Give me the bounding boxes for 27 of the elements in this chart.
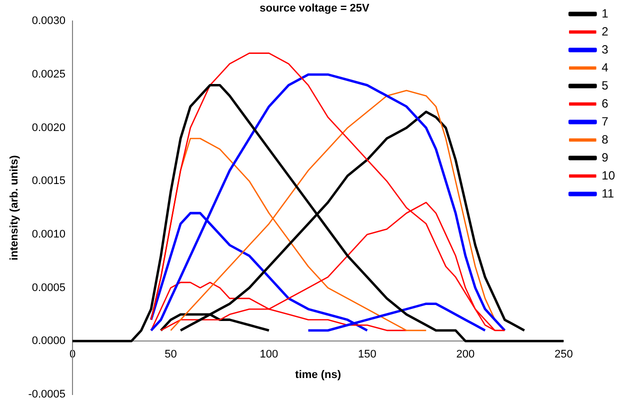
- legend-label: 7: [602, 114, 609, 128]
- legend-label: 10: [602, 168, 616, 182]
- legend-label: 4: [602, 60, 609, 74]
- y-tick-label: -0.0005: [28, 388, 66, 400]
- legend-label: 9: [602, 150, 609, 164]
- x-tick-label: 250: [554, 348, 573, 361]
- legend-label: 2: [602, 24, 609, 38]
- y-tick-label: 0.0030: [32, 15, 66, 28]
- y-tick-label: 0.0010: [32, 228, 66, 240]
- legend-label: 3: [602, 42, 609, 56]
- legend-label: 8: [602, 132, 609, 146]
- legend-label: 6: [602, 96, 609, 110]
- legend-label: 1: [602, 6, 609, 20]
- x-tick-label: 200: [456, 348, 475, 361]
- y-tick-label: 0.0000: [32, 335, 66, 348]
- y-tick-label: 0.0015: [32, 175, 66, 188]
- legend-label: 5: [602, 78, 609, 92]
- x-tick-label: 150: [358, 348, 376, 361]
- y-tick-label: 0.0020: [32, 122, 66, 134]
- y-axis-title: intensity (arb. units): [8, 154, 21, 260]
- x-tick-label: 50: [164, 348, 177, 361]
- y-tick-label: 0.0025: [32, 68, 66, 81]
- x-tick-label: 100: [260, 348, 278, 361]
- x-axis-title: time (ns): [295, 368, 342, 381]
- legend-label: 11: [602, 186, 614, 200]
- chart-title: source voltage = 25V: [260, 2, 370, 15]
- y-tick-label: 0.0005: [32, 282, 66, 294]
